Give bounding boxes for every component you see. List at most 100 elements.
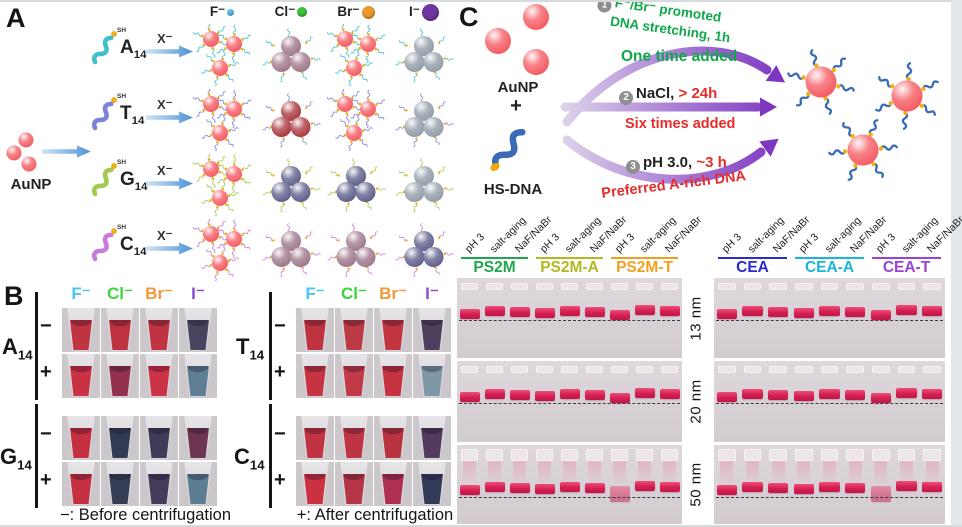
caption-after-centrifugation: +: After centrifugation (296, 506, 454, 524)
gel-group-label: CEA-T (882, 259, 931, 276)
aunp-state-cell (324, 84, 388, 156)
group-underline (611, 257, 678, 260)
cuvette-photo (374, 462, 412, 506)
aunp-state-cell (259, 24, 323, 91)
cuvette-photo (335, 462, 373, 506)
gel-well (897, 449, 916, 483)
gel-band (844, 483, 866, 493)
cuvette-liquid (304, 428, 326, 458)
dna-sequence-label: G14 (120, 169, 148, 193)
cuvette-photo (413, 354, 451, 398)
aunp-state-cell (190, 84, 254, 156)
ion-header: I⁻ (191, 284, 205, 303)
cuvette-liquid (343, 428, 365, 458)
sign-label: + (40, 469, 52, 491)
gel-band (742, 389, 763, 399)
aunp-state-cell (259, 219, 323, 286)
svg-text:SH: SH (117, 159, 126, 166)
gel-well (661, 449, 678, 483)
cuvette-photo (296, 308, 334, 352)
size-label-text: 20 nm (687, 379, 705, 424)
cuvette-photo (374, 354, 412, 398)
cuvette-liquid (187, 474, 209, 504)
cuvette-row (296, 354, 451, 398)
aunp-state-cell (190, 214, 254, 286)
gel-well (636, 366, 653, 373)
gel-well (636, 449, 653, 483)
gel-band (793, 308, 815, 318)
cuvette-liquid (70, 320, 92, 350)
cuvette-photo (140, 308, 178, 352)
cuvette-photo (101, 462, 139, 506)
reaction-arrow-icon (146, 45, 194, 63)
gel-well (661, 283, 678, 290)
divider-bar (35, 292, 38, 400)
gel-band (484, 389, 505, 399)
gel-group-label: PS2M-A (540, 259, 599, 276)
gel-well (486, 366, 503, 373)
size-label: 13 nm (678, 278, 714, 358)
group-label: T14 (236, 334, 265, 363)
gel-well (561, 366, 578, 373)
cuvette-liquid (187, 366, 209, 396)
cuvette-liquid (304, 366, 326, 396)
cuvette-photo (335, 354, 373, 398)
gel-band (844, 307, 866, 317)
cuvette-liquid (70, 474, 92, 504)
gel-well (795, 366, 813, 373)
gel-well (661, 366, 678, 373)
cuvette-photo (101, 308, 139, 352)
group-label: A14 (2, 334, 33, 363)
ion-dot-icon (297, 7, 308, 17)
step-2-reagent: NaCl, (636, 85, 675, 102)
gel-well (611, 283, 628, 290)
sign-label: + (274, 361, 286, 383)
gel-well (636, 283, 653, 290)
gel-group-label: CEA (736, 259, 769, 276)
divider-bar (35, 404, 38, 508)
group-underline (718, 257, 787, 260)
gel-band (896, 388, 917, 398)
gel-well (769, 366, 787, 373)
ion-label: Br⁻ (337, 4, 360, 19)
ion-label: Cl⁻ (274, 4, 296, 19)
cuvette-liquid (304, 474, 326, 504)
gel-well (718, 449, 736, 483)
step-3-reagent: pH 3.0, (643, 154, 693, 171)
sign-label: + (274, 469, 286, 491)
hs-dna-icon (484, 114, 542, 183)
gel-well (769, 283, 787, 290)
ion-header: Br⁻ (324, 2, 388, 22)
gel-band (534, 308, 555, 318)
gel-group-label: PS2M (473, 259, 516, 276)
gel-band (870, 393, 892, 403)
cuvette-photo (140, 462, 178, 506)
gel-band (767, 483, 789, 493)
gel-band (534, 484, 555, 494)
ion-dot-icon (421, 3, 439, 21)
ion-dot-icon (227, 8, 235, 16)
arrow-right-icon (42, 145, 92, 163)
gel-image (714, 361, 945, 442)
ion-header: Cl⁻ (107, 284, 133, 303)
reaction-arrow-icon (146, 242, 194, 260)
hs-dna-label: HS-DNA (483, 181, 543, 198)
cuvette-photo (140, 416, 178, 460)
ion-header: I⁻ (425, 284, 439, 303)
cuvette-liquid (187, 320, 209, 350)
cuvette-photo (62, 416, 100, 460)
gel-well (795, 283, 813, 290)
gel-dashline (459, 403, 680, 404)
step-1-number-icon: 1 (596, 0, 613, 14)
gel-band (870, 486, 892, 502)
cuvette-photo (101, 416, 139, 460)
cuvette-photo (101, 354, 139, 398)
ion-header: F⁻ (71, 284, 91, 303)
sign-label: + (40, 361, 52, 383)
cuvette-liquid (382, 474, 404, 504)
size-label: 50 nm (678, 445, 714, 524)
gel-well (461, 449, 478, 483)
gel-dashline (716, 320, 943, 321)
gel-band (459, 485, 480, 495)
aunp-state-cell (324, 219, 388, 286)
